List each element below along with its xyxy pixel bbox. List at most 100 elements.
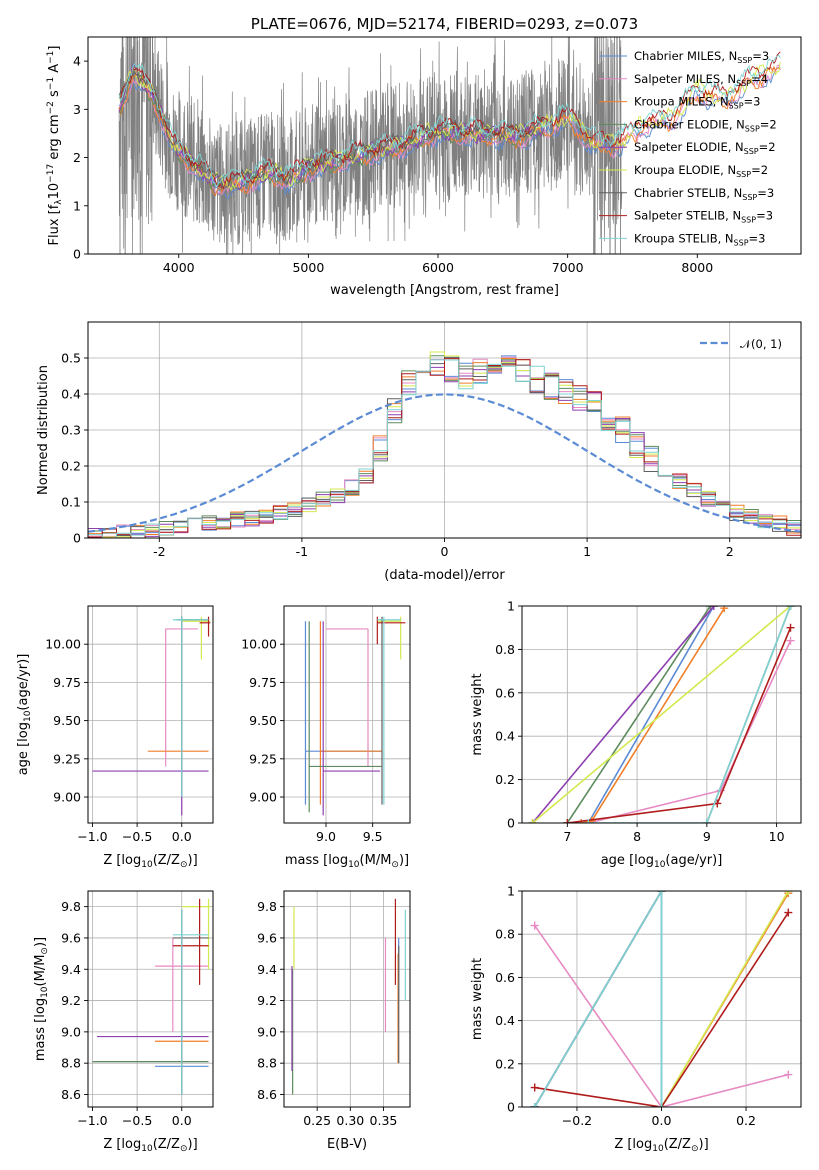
weight-line: [566, 606, 711, 823]
weight-marker: [720, 606, 729, 613]
x-tick-label: 7000: [552, 260, 584, 275]
x-tick-label: 10: [769, 829, 785, 844]
x-tick-label: 8000: [681, 260, 713, 275]
y-tick-label: 9.00: [249, 790, 277, 805]
y-tick-label: 9.75: [249, 675, 277, 690]
x-tick-label: 0.0: [172, 829, 192, 844]
x-axis-label: Z [log10(Z/Z⊙)]: [103, 853, 197, 870]
model-line: [118, 61, 781, 192]
y-axis-label: mass weight: [470, 958, 485, 1040]
y-axis-label: mass weight: [470, 673, 485, 755]
y-axis-label: mass [log10(M/M⊙)]: [33, 937, 50, 1061]
legend-entry: Salpeter MILES, NSSP=4: [634, 72, 768, 88]
y-tick-label: 0.2: [495, 772, 515, 787]
weight-marker: [786, 606, 795, 610]
spectrum-panel: PLATE=0676, MJD=52174, FIBERID=0293, z=0…: [46, 15, 802, 298]
x-tick-label: −0.5: [122, 1113, 152, 1128]
weight-line: [567, 606, 715, 823]
y-tick-label: 0.3: [61, 423, 81, 438]
legend-entry: Chabrier MILES, NSSP=3: [634, 49, 769, 65]
y-tick-label: 0: [507, 816, 515, 831]
y-tick-label: 8.6: [61, 1087, 81, 1102]
weight-marker: [709, 606, 718, 610]
x-tick-label: 5000: [292, 260, 324, 275]
x-tick-label: 8: [633, 829, 641, 844]
x-axis-label: (data-model)/error: [384, 568, 505, 583]
y-tick-label: 9.6: [257, 930, 277, 945]
y-tick-label: 9.50: [249, 713, 277, 728]
model-line: [118, 65, 781, 197]
weight-marker: [577, 819, 586, 823]
y-tick-label: 9.50: [53, 713, 81, 728]
residual-histogram: [88, 351, 801, 538]
residuals-panel: -2 -1 0 1 2 0 0.1 0.2 0.3 0.4 0.5 𝒩(0, 1) (data-mode…: [36, 321, 802, 583]
y-tick-label: 9.75: [53, 675, 81, 690]
axes-frame: [283, 605, 411, 824]
y-tick-label: 0.5: [61, 351, 81, 366]
y-tick-label: 1: [507, 599, 515, 614]
x-axis-label: mass [log10(M/M⊙)]: [285, 853, 409, 870]
y-tick-label: 10.00: [45, 637, 81, 652]
weight-marker: [784, 1070, 793, 1079]
weight-marker: [657, 1103, 666, 1107]
x-tick-label: 4000: [163, 260, 195, 275]
age-vs-metallicity-panel: −1.0 −0.5 0.0 9.00 9.25 9.50 9.75 10.00 Z [log10…: [16, 605, 214, 870]
y-tick-label: 2: [73, 150, 81, 165]
x-tick-label: 0.35: [370, 1113, 398, 1128]
weight-marker: [584, 819, 593, 823]
y-tick-label: 3: [73, 102, 81, 117]
axes-frame: [87, 890, 214, 1108]
weight-marker: [563, 819, 572, 823]
observed-spectrum: [118, 37, 623, 254]
axes-frame: [521, 890, 802, 1108]
y-tick-label: 0.8: [495, 927, 515, 942]
x-axis-label: wavelength [Angstrom, rest frame]: [330, 283, 559, 298]
weight-line: [531, 606, 792, 823]
y-axis-label: Normed distribution: [36, 365, 51, 495]
x-tick-label: 0.0: [172, 1113, 192, 1128]
y-tick-label: 9.2: [257, 993, 277, 1008]
y-tick-label: 9.25: [53, 751, 81, 766]
chart-title: PLATE=0676, MJD=52174, FIBERID=0293, z=0…: [251, 15, 638, 33]
y-tick-label: 0.8: [495, 642, 515, 657]
y-tick-label: 4: [73, 54, 81, 69]
y-tick-label: 1: [507, 884, 515, 899]
x-tick-label: 0.2: [736, 1113, 756, 1128]
residual-histogram: [88, 359, 801, 538]
x-tick-label: -1: [296, 544, 308, 559]
mass-vs-metallicity-panel: −1.0 −0.5 0.0 8.6 8.8 9.0 9.2 9.4 9.6 9.8 Z [log10…: [33, 890, 214, 1154]
weight-marker: [784, 891, 793, 895]
y-tick-label: 0: [73, 247, 81, 262]
y-tick-label: 9.25: [249, 751, 277, 766]
mass-vs-extinction-panel: 0.25 0.30 0.35 8.6 8.8 9.0 9.2 9.4 9.6 9.8 E(B-V): [257, 890, 411, 1152]
y-tick-label: 9.6: [61, 930, 81, 945]
age-vs-mass-panel: 9.0 9.5 9.00 9.25 9.50 9.75 10.00 mass [log10(M…: [241, 605, 411, 870]
legend-entry: 𝒩(0, 1): [740, 337, 782, 351]
weight-line: [588, 606, 792, 823]
y-tick-label: 9.2: [61, 993, 81, 1008]
weight-line: [531, 606, 715, 823]
y-tick-label: 0.4: [495, 729, 515, 744]
x-axis-label: age [log10(age/yr)]: [601, 853, 723, 870]
axes-frame: [87, 605, 214, 824]
x-axis-label: E(B-V): [327, 1137, 367, 1152]
legend-entry: Salpeter STELIB, NSSP=3: [634, 209, 773, 225]
x-tick-label: 9: [703, 829, 711, 844]
x-tick-label: 0.30: [336, 1113, 364, 1128]
x-tick-label: 6000: [422, 260, 454, 275]
x-tick-label: 9.0: [316, 829, 336, 844]
weight-marker: [530, 921, 539, 930]
x-tick-label: −1.0: [77, 829, 107, 844]
weight-marker: [706, 606, 715, 610]
y-tick-label: 0: [73, 531, 81, 546]
x-tick-label: 0: [441, 544, 449, 559]
weight-marker: [702, 819, 711, 823]
y-tick-label: 0.2: [495, 1056, 515, 1071]
y-tick-label: 9.8: [257, 899, 277, 914]
y-tick-label: 8.8: [61, 1056, 81, 1071]
weight-marker: [528, 819, 537, 823]
weight-marker: [530, 1083, 539, 1092]
x-tick-label: −0.2: [562, 1113, 592, 1128]
legend-entry: Chabrier STELIB, NSSP=3: [634, 186, 774, 202]
x-tick-label: 1: [583, 544, 591, 559]
